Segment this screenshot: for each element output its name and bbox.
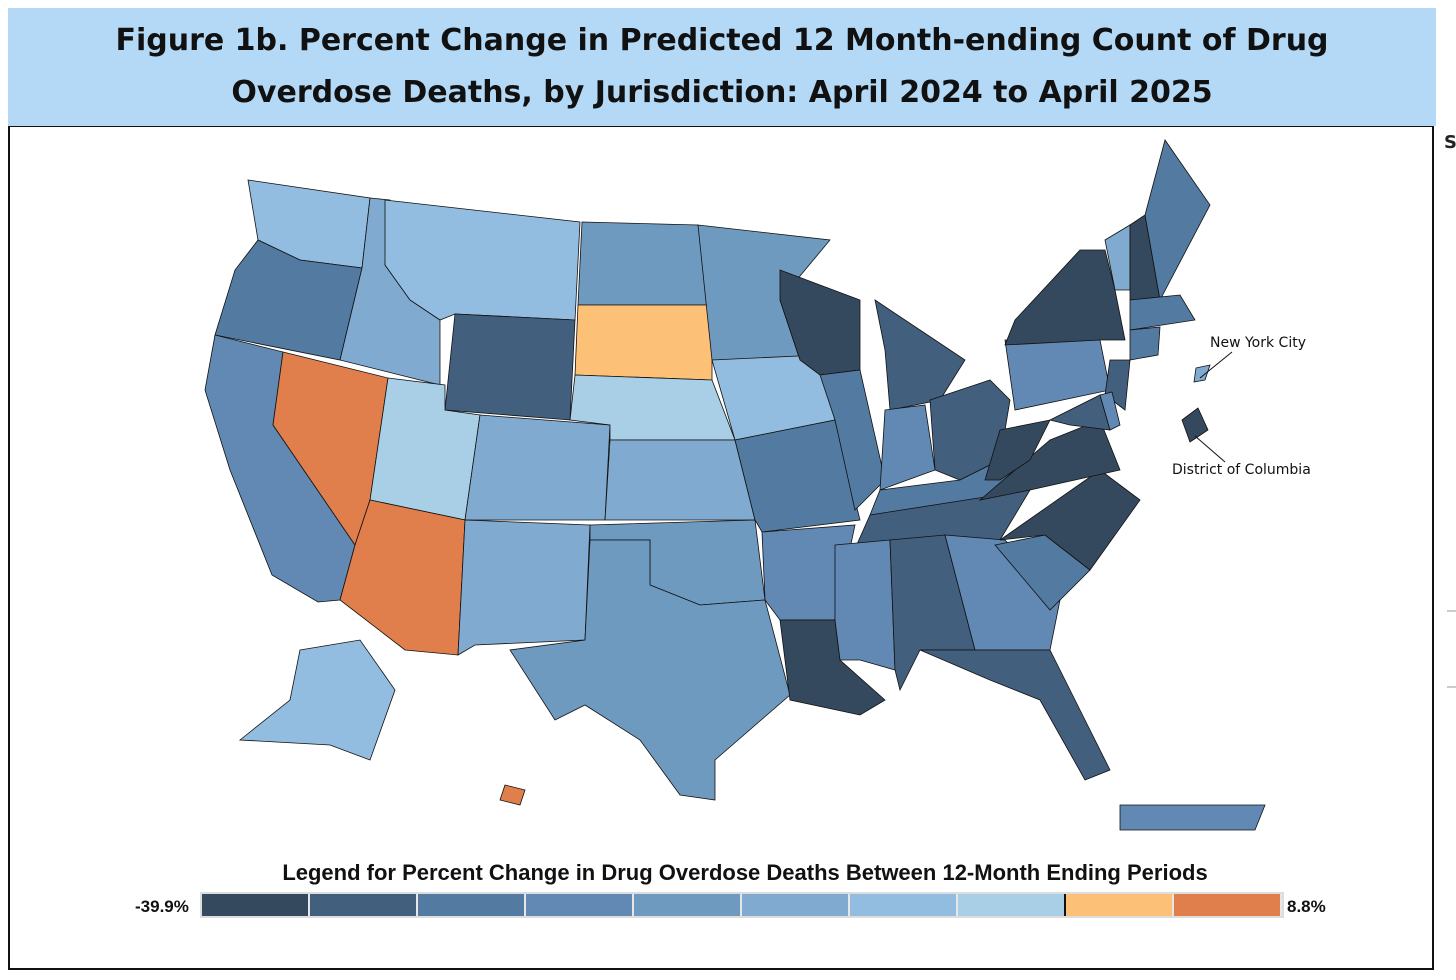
legend-bin [742, 894, 850, 916]
state-indiana[interactable] [879, 404, 936, 491]
legend-title: Legend for Percent Change in Drug Overdo… [282, 860, 1208, 885]
state-kansas[interactable] [604, 439, 756, 521]
legend-bin [418, 894, 526, 916]
inset-leader-line [1194, 435, 1226, 463]
state-mississippi[interactable] [834, 539, 896, 671]
legend-min-label: -39.9% [135, 897, 189, 916]
state-new-york-city[interactable] [1193, 364, 1211, 383]
state-puerto-rico[interactable] [1119, 804, 1266, 831]
dc-label: District of Columbia [1172, 462, 1311, 478]
legend-bin [1174, 894, 1282, 916]
title-banner: Figure 1b. Percent Change in Predicted 1… [8, 8, 1436, 126]
legend-bin [1066, 894, 1174, 916]
state-colorado[interactable] [464, 414, 611, 521]
legend-bin [958, 894, 1066, 916]
side-divider [1447, 686, 1456, 688]
state-new-york[interactable] [1004, 249, 1126, 346]
legend-bin [526, 894, 634, 916]
state-delaware[interactable] [1099, 391, 1121, 431]
state-north-carolina[interactable] [999, 469, 1141, 571]
nyc-label: New York City [1210, 335, 1306, 351]
state-new-mexico[interactable] [457, 519, 591, 656]
side-divider [1447, 610, 1456, 612]
legend-bin [634, 894, 742, 916]
state-missouri[interactable] [734, 419, 861, 533]
state-south-dakota[interactable] [574, 304, 713, 381]
state-montana[interactable] [384, 199, 581, 321]
state-georgia[interactable] [944, 534, 1061, 651]
legend-bin [310, 894, 418, 916]
state-connecticut[interactable] [1129, 326, 1161, 361]
state-district-of-columbia[interactable] [1181, 407, 1209, 443]
state-massachusetts[interactable] [1129, 294, 1196, 331]
map-frame [8, 126, 1434, 970]
state-west-virginia[interactable] [984, 419, 1051, 481]
legend-bin [850, 894, 958, 916]
state-wyoming[interactable] [444, 313, 576, 421]
state-hawaii[interactable] [499, 784, 526, 806]
state-virginia[interactable] [978, 419, 1121, 501]
side-panel-letter: S [1444, 132, 1456, 153]
state-maine[interactable] [1144, 139, 1211, 302]
state-alaska[interactable] [238, 639, 396, 761]
figure-title: Figure 1b. Percent Change in Predicted 1… [115, 23, 1329, 110]
state-texas[interactable] [509, 539, 791, 801]
state-illinois[interactable] [819, 369, 886, 511]
inset-leader-line [1199, 351, 1233, 379]
legend-color-scale [200, 892, 1284, 918]
state-north-dakota[interactable] [577, 221, 713, 306]
state-florida[interactable] [919, 649, 1111, 781]
legend-max-label: 8.8% [1287, 897, 1326, 916]
legend-bin [202, 894, 310, 916]
